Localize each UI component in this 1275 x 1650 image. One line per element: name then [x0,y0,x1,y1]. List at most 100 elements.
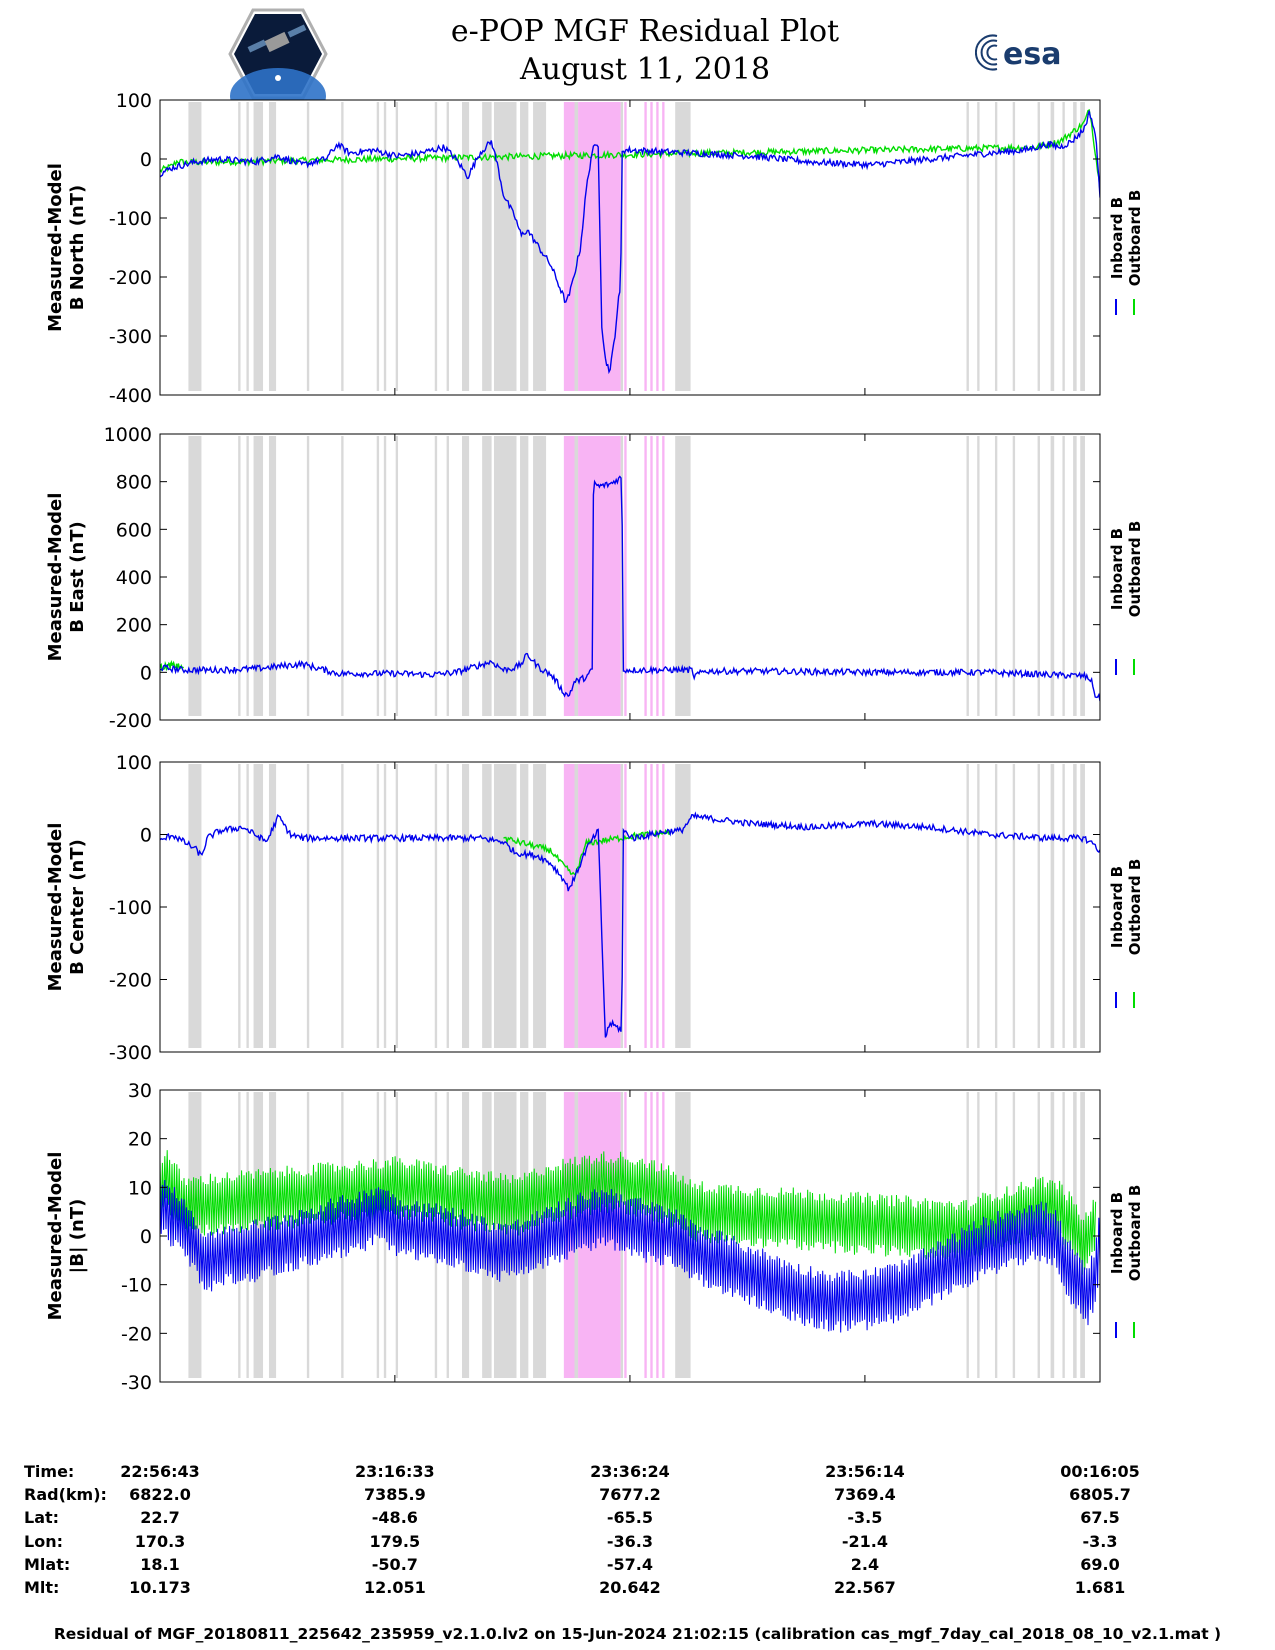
highlight-band [656,102,659,391]
data-gap-band [574,102,579,391]
data-gap-band [493,102,517,391]
info-cell: 179.5 [369,1532,421,1551]
cassiope-logo [228,8,328,100]
y-axis-label-line1: Measured-Model [45,1152,66,1321]
plot-frame [159,433,1101,721]
legend-inboard-label: Inboard B [1108,1192,1126,1274]
outboard-series-line [160,1150,1097,1275]
data-gap-band [238,764,241,1048]
y-tick-label: -300 [109,1042,152,1064]
data-gap-band [675,436,691,716]
info-cell: 18.1 [140,1555,180,1574]
highlight-band [578,764,621,1048]
info-cell: 22.567 [834,1578,896,1597]
info-cell: 12.051 [363,1578,426,1597]
info-row-label: Time: [24,1462,75,1481]
data-gap-band [246,1092,249,1378]
info-cell: 67.5 [1080,1508,1120,1527]
inboard-series-line [160,811,1100,1038]
info-cell: 2.4 [850,1555,880,1574]
y-tick-label: 100 [116,752,152,774]
data-gap-band [977,436,980,716]
y-axis-label-line1: Measured-Model [45,823,66,992]
info-cell: -65.5 [606,1508,653,1527]
info-cell: -48.6 [371,1508,418,1527]
data-gap-band [446,436,449,716]
data-gap-band [395,102,399,391]
info-cell: 7385.9 [363,1485,426,1504]
data-gap-band [1012,102,1016,391]
data-gap-band [238,436,241,716]
chart-title: e-POP MGF Residual Plot [450,14,840,49]
highlight-band [578,436,621,716]
highlight-band [650,102,653,391]
data-gap-band [675,102,691,391]
y-tick-label: 800 [116,472,152,494]
data-gap-band [1080,102,1085,391]
data-gap-band [434,764,438,1048]
data-gap-band [520,1092,529,1378]
data-gap-band [966,764,969,1048]
y-tick-label: 400 [116,567,152,589]
highlight-band [662,102,665,391]
data-gap-band [1073,764,1077,1048]
data-gap-band [446,102,449,391]
chart-panel-1: 100 0 -100 -200 -300 -400 Measured-Model B Nort… [45,90,1144,407]
y-tick-label: -200 [109,267,152,289]
data-gap-band [1012,436,1016,716]
data-gap-band [462,764,470,1048]
data-gap-band [376,1092,380,1378]
highlight-band [624,764,627,1048]
data-gap-band [341,1092,344,1378]
data-gap-band [1080,764,1085,1048]
legend-inboard-label: Inboard B [1108,197,1126,279]
chart-panel-3: 100 0 -100 -200 -300 Measured-Model B Center (… [45,752,1144,1064]
info-cell: 7677.2 [599,1485,661,1504]
data-gap-band [383,436,387,716]
y-tick-label: 600 [116,519,152,541]
highlight-band [656,764,659,1048]
y-tick-label: 0 [140,149,152,171]
legend-outboard-label: Outboard B [1126,1185,1144,1282]
y-tick-label: -10 [121,1275,152,1297]
highlight-band [650,436,653,716]
highlight-band [644,102,647,391]
data-gap-band [1080,1092,1085,1378]
legend-inboard-label: Inboard B [1108,528,1126,610]
data-gap-band [482,102,492,391]
y-tick-label: 0 [140,825,152,847]
y-axis-label-line2: B North (nT) [67,185,88,311]
data-gap-band [994,102,998,391]
info-cell: 23:36:24 [590,1462,670,1481]
data-gap-band [268,764,277,1048]
highlight-band [644,764,647,1048]
data-gap-band [341,102,344,391]
data-gap-band [395,436,399,716]
highlight-band [662,764,665,1048]
data-gap-band [188,436,202,716]
inboard-series-line [160,110,1100,375]
y-tick-label: 10 [128,1177,152,1199]
data-gap-band [188,1092,202,1378]
data-gap-band [1073,436,1077,716]
y-tick-label: -200 [109,710,152,732]
data-gap-band [520,436,529,716]
info-cell: 170.3 [134,1532,186,1551]
legend-outboard-label: Outboard B [1126,859,1144,956]
data-gap-band [1037,436,1040,716]
esa-logo-text: esa [1003,37,1061,72]
data-gap-band [493,436,517,716]
info-row-label: Mlat: [24,1555,71,1574]
data-gap-band [533,764,547,1048]
info-cell: 6822.0 [129,1485,191,1504]
data-gap-band [493,764,517,1048]
highlight-band [578,1092,621,1378]
data-gap-band [1037,764,1040,1048]
info-cell: -57.4 [606,1555,653,1574]
data-gap-band [1050,764,1055,1048]
chart-subtitle: August 11, 2018 [519,52,771,87]
data-gap-band [1037,1092,1040,1378]
info-cell: 20.642 [599,1578,661,1597]
data-gap-band [434,102,438,391]
